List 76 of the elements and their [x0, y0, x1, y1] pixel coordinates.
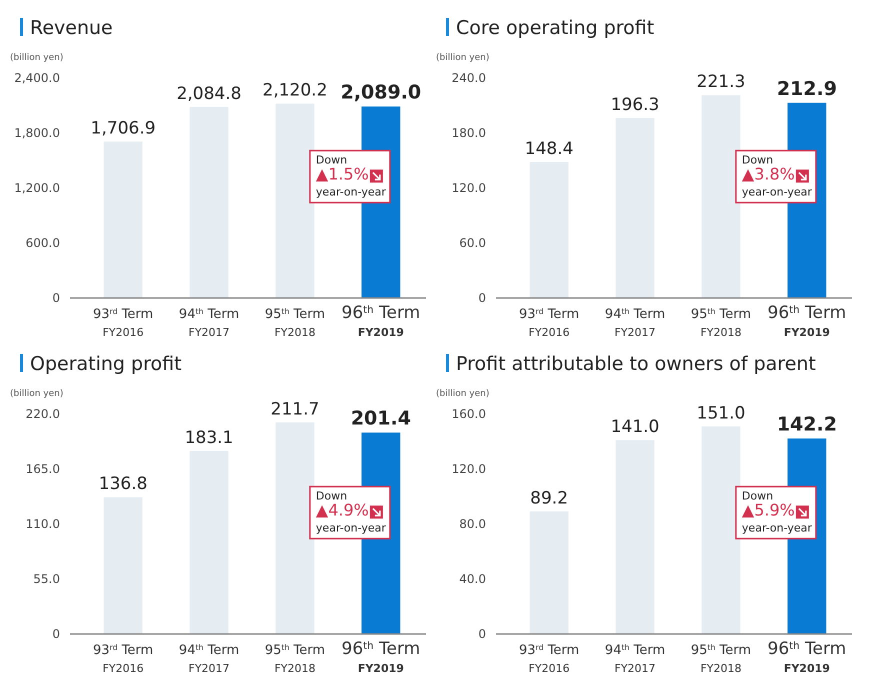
- data-label: 148.4: [524, 138, 574, 159]
- data-label: 136.8: [98, 474, 148, 494]
- data-label: 183.1: [184, 428, 234, 448]
- x-tick-label: 94$^{th}$ Term FY2017: [604, 642, 666, 675]
- y-tick-label: 0: [478, 627, 486, 641]
- data-label: 221.3: [696, 72, 746, 92]
- bar: [702, 426, 740, 634]
- data-label: 89.2: [530, 488, 568, 508]
- y-tick-label: 60.0: [459, 236, 486, 250]
- x-tick-label: 94$^{th}$ Term FY2017: [178, 642, 240, 675]
- data-label: 212.9: [776, 78, 837, 100]
- bar: [190, 450, 228, 634]
- chart-title: Revenue: [30, 17, 113, 39]
- y-tick-label: 0: [52, 291, 60, 305]
- y-axis-title: (billion yen): [10, 53, 64, 63]
- y-tick-label: 165.0: [26, 462, 60, 476]
- y-tick-label: 0: [478, 291, 486, 305]
- bar: [190, 106, 228, 298]
- x-tick-label: 96$^{th}$ Term FY2019: [342, 303, 420, 339]
- y-tick-label: 240.0: [452, 71, 486, 85]
- x-tick-label: 93$^{rd}$ Term FY2016: [518, 306, 580, 339]
- y-tick-label: 110.0: [26, 517, 60, 531]
- data-label: 142.2: [776, 413, 837, 436]
- data-label: 2,120.2: [262, 80, 328, 101]
- y-tick-label: 600.0: [26, 236, 60, 250]
- x-tick-label: 95$^{th}$ Term FY2018: [264, 306, 326, 339]
- annotation: Down ▲1.5% year-on-year: [316, 154, 386, 199]
- y-tick-label: 160.0: [452, 407, 486, 421]
- y-tick-label: 120.0: [452, 181, 486, 195]
- y-axis-title: (billion yen): [10, 389, 64, 399]
- bar: [276, 422, 314, 634]
- x-tick-label: 96$^{th}$ Term FY2019: [768, 639, 846, 675]
- bar: [702, 95, 740, 298]
- x-tick-label: 96$^{th}$ Term FY2019: [768, 303, 846, 339]
- x-tick-label: 93$^{rd}$ Term FY2016: [518, 642, 580, 675]
- data-label: 196.3: [610, 95, 660, 116]
- data-label: 2,089.0: [340, 82, 422, 104]
- x-tick-label: 96$^{th}$ Term FY2019: [342, 639, 420, 675]
- y-tick-label: 180.0: [452, 126, 486, 140]
- data-label: 201.4: [350, 408, 411, 430]
- bar: [104, 497, 142, 634]
- bar: [616, 440, 654, 634]
- y-tick-label: 1,200.0: [14, 181, 60, 195]
- x-tick-label: 94$^{th}$ Term FY2017: [604, 306, 666, 339]
- chart-title: Core operating profit: [456, 17, 654, 39]
- x-tick-label: 93$^{rd}$ Term FY2016: [92, 642, 154, 675]
- chart-title: Profit attributable to owners of parent: [456, 353, 816, 375]
- y-tick-label: 0: [52, 627, 60, 641]
- y-tick-label: 80.0: [459, 517, 486, 531]
- annotation: Down ▲4.9% year-on-year: [316, 490, 386, 535]
- y-tick-label: 120.0: [452, 462, 486, 476]
- bar: [104, 142, 142, 298]
- y-tick-label: 40.0: [459, 572, 486, 586]
- y-axis-title: (billion yen): [436, 53, 490, 63]
- y-tick-label: 55.0: [33, 572, 60, 586]
- x-tick-label: 93$^{rd}$ Term FY2016: [92, 306, 154, 339]
- bar: [530, 162, 568, 298]
- bar: [616, 118, 654, 298]
- chart-title: Operating profit: [30, 353, 182, 375]
- y-tick-label: 1,800.0: [14, 126, 60, 140]
- bar: [530, 511, 568, 634]
- x-tick-label: 94$^{th}$ Term FY2017: [178, 306, 240, 339]
- y-tick-label: 220.0: [26, 407, 60, 421]
- data-label: 1,706.9: [90, 118, 156, 139]
- x-tick-label: 95$^{th}$ Term FY2018: [690, 642, 752, 675]
- annotation: Down ▲3.8% year-on-year: [742, 154, 812, 199]
- y-axis-title: (billion yen): [436, 389, 490, 399]
- data-label: 151.0: [696, 403, 746, 424]
- y-tick-label: 2,400.0: [14, 71, 60, 85]
- x-tick-label: 95$^{th}$ Term FY2018: [264, 642, 326, 675]
- x-tick-label: 95$^{th}$ Term FY2018: [690, 306, 752, 339]
- annotation: Down ▲5.9% year-on-year: [742, 490, 812, 535]
- bar: [276, 104, 314, 298]
- data-label: 141.0: [610, 417, 660, 438]
- data-label: 211.7: [270, 399, 320, 420]
- data-label: 2,084.8: [176, 84, 242, 104]
